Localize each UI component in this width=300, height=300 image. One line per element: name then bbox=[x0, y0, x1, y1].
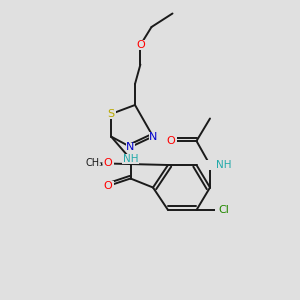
Bar bbox=[122, 154, 139, 164]
Text: O: O bbox=[136, 40, 145, 50]
Bar bbox=[102, 158, 114, 169]
Bar bbox=[126, 143, 135, 151]
Text: O: O bbox=[103, 181, 112, 191]
Bar bbox=[135, 40, 146, 50]
Text: NH: NH bbox=[216, 160, 232, 170]
Bar bbox=[102, 181, 114, 191]
Bar bbox=[106, 109, 116, 119]
Text: CH₃: CH₃ bbox=[85, 158, 103, 169]
Bar bbox=[202, 160, 218, 170]
Text: O: O bbox=[103, 158, 112, 169]
Text: N: N bbox=[149, 131, 157, 142]
Bar bbox=[215, 205, 229, 215]
Bar bbox=[165, 136, 177, 146]
Bar bbox=[149, 132, 157, 141]
Bar bbox=[79, 158, 101, 169]
Text: NH: NH bbox=[123, 154, 138, 164]
Text: O: O bbox=[167, 136, 176, 146]
Text: N: N bbox=[126, 142, 135, 152]
Text: Cl: Cl bbox=[218, 205, 229, 215]
Text: S: S bbox=[107, 109, 115, 119]
